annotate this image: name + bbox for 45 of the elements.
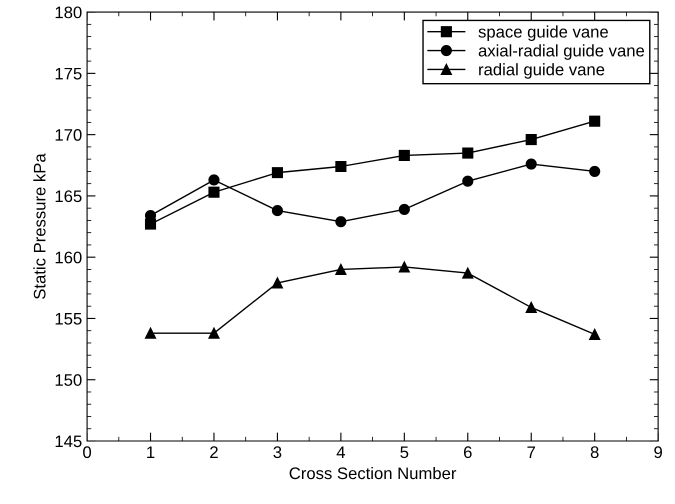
- y-tick-label: 165: [56, 190, 82, 202]
- x-tick-label: 4: [336, 446, 346, 458]
- point: [462, 176, 474, 187]
- legend-label: radial guide vane: [479, 63, 604, 79]
- point: [589, 328, 600, 340]
- x-tick-label: 9: [654, 446, 662, 458]
- point: [208, 328, 220, 339]
- y-tick-label: 150: [56, 374, 82, 386]
- y-tick-label: 170: [56, 129, 82, 141]
- point: [208, 174, 220, 186]
- y-tick-label: 180: [56, 6, 82, 18]
- point: [526, 302, 537, 313]
- point: [272, 205, 283, 216]
- point: [398, 261, 410, 273]
- x-tick-label: 8: [590, 446, 599, 458]
- x-tick-label: 6: [464, 446, 472, 458]
- point: [398, 150, 410, 162]
- legend-label: space guide vane: [478, 25, 608, 41]
- point: [335, 160, 346, 172]
- point: [144, 328, 156, 339]
- point: [335, 264, 346, 275]
- point: [462, 268, 474, 279]
- x-tick-label: 0: [83, 446, 92, 458]
- y-axis-title: Static Pressure kPa: [33, 153, 46, 299]
- y-tick-label: 155: [56, 313, 82, 325]
- legend-label: axial-radial guide vane: [478, 44, 644, 60]
- y-tick-label: 160: [56, 252, 82, 264]
- x-tick-label: 2: [210, 446, 218, 458]
- point: [589, 166, 600, 177]
- x-tick-label: 5: [400, 446, 408, 458]
- x-axis-title: Cross Section Number: [290, 466, 456, 480]
- point: [272, 167, 283, 178]
- point: [589, 116, 600, 127]
- point: [208, 186, 220, 198]
- point: [526, 158, 537, 170]
- point: [272, 277, 283, 288]
- y-tick-label: 175: [56, 68, 82, 80]
- point: [462, 147, 474, 159]
- point: [398, 204, 410, 215]
- y-tick-label: 145: [56, 436, 82, 448]
- x-tick-label: 3: [273, 446, 282, 458]
- x-tick-label: 7: [527, 446, 536, 458]
- point: [335, 216, 346, 228]
- x-tick-label: 1: [147, 446, 154, 458]
- point: [526, 134, 537, 146]
